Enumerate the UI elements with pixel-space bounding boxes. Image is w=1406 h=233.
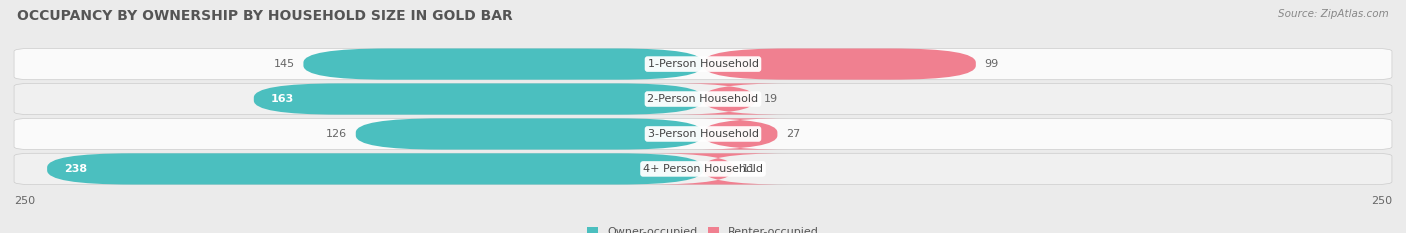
FancyBboxPatch shape bbox=[356, 118, 703, 150]
Text: 126: 126 bbox=[326, 129, 347, 139]
Text: Source: ZipAtlas.com: Source: ZipAtlas.com bbox=[1278, 9, 1389, 19]
Text: 238: 238 bbox=[65, 164, 87, 174]
FancyBboxPatch shape bbox=[254, 83, 703, 115]
Text: 250: 250 bbox=[1371, 196, 1392, 206]
Text: 4+ Person Household: 4+ Person Household bbox=[643, 164, 763, 174]
FancyBboxPatch shape bbox=[48, 153, 703, 185]
Text: 250: 250 bbox=[14, 196, 35, 206]
FancyBboxPatch shape bbox=[693, 118, 787, 150]
FancyBboxPatch shape bbox=[703, 48, 976, 80]
FancyBboxPatch shape bbox=[14, 48, 1392, 80]
FancyBboxPatch shape bbox=[14, 118, 1392, 150]
Text: OCCUPANCY BY OWNERSHIP BY HOUSEHOLD SIZE IN GOLD BAR: OCCUPANCY BY OWNERSHIP BY HOUSEHOLD SIZE… bbox=[17, 9, 513, 23]
Text: 11: 11 bbox=[742, 164, 756, 174]
Text: 3-Person Household: 3-Person Household bbox=[648, 129, 758, 139]
Text: 99: 99 bbox=[984, 59, 998, 69]
FancyBboxPatch shape bbox=[14, 153, 1392, 185]
Legend: Owner-occupied, Renter-occupied: Owner-occupied, Renter-occupied bbox=[586, 227, 820, 233]
Text: 163: 163 bbox=[271, 94, 294, 104]
Text: 27: 27 bbox=[786, 129, 800, 139]
Text: 1-Person Household: 1-Person Household bbox=[648, 59, 758, 69]
Text: 145: 145 bbox=[274, 59, 295, 69]
FancyBboxPatch shape bbox=[671, 83, 787, 115]
FancyBboxPatch shape bbox=[14, 83, 1392, 115]
Text: 2-Person Household: 2-Person Household bbox=[647, 94, 759, 104]
Text: 19: 19 bbox=[763, 94, 778, 104]
FancyBboxPatch shape bbox=[304, 48, 703, 80]
FancyBboxPatch shape bbox=[648, 153, 787, 185]
